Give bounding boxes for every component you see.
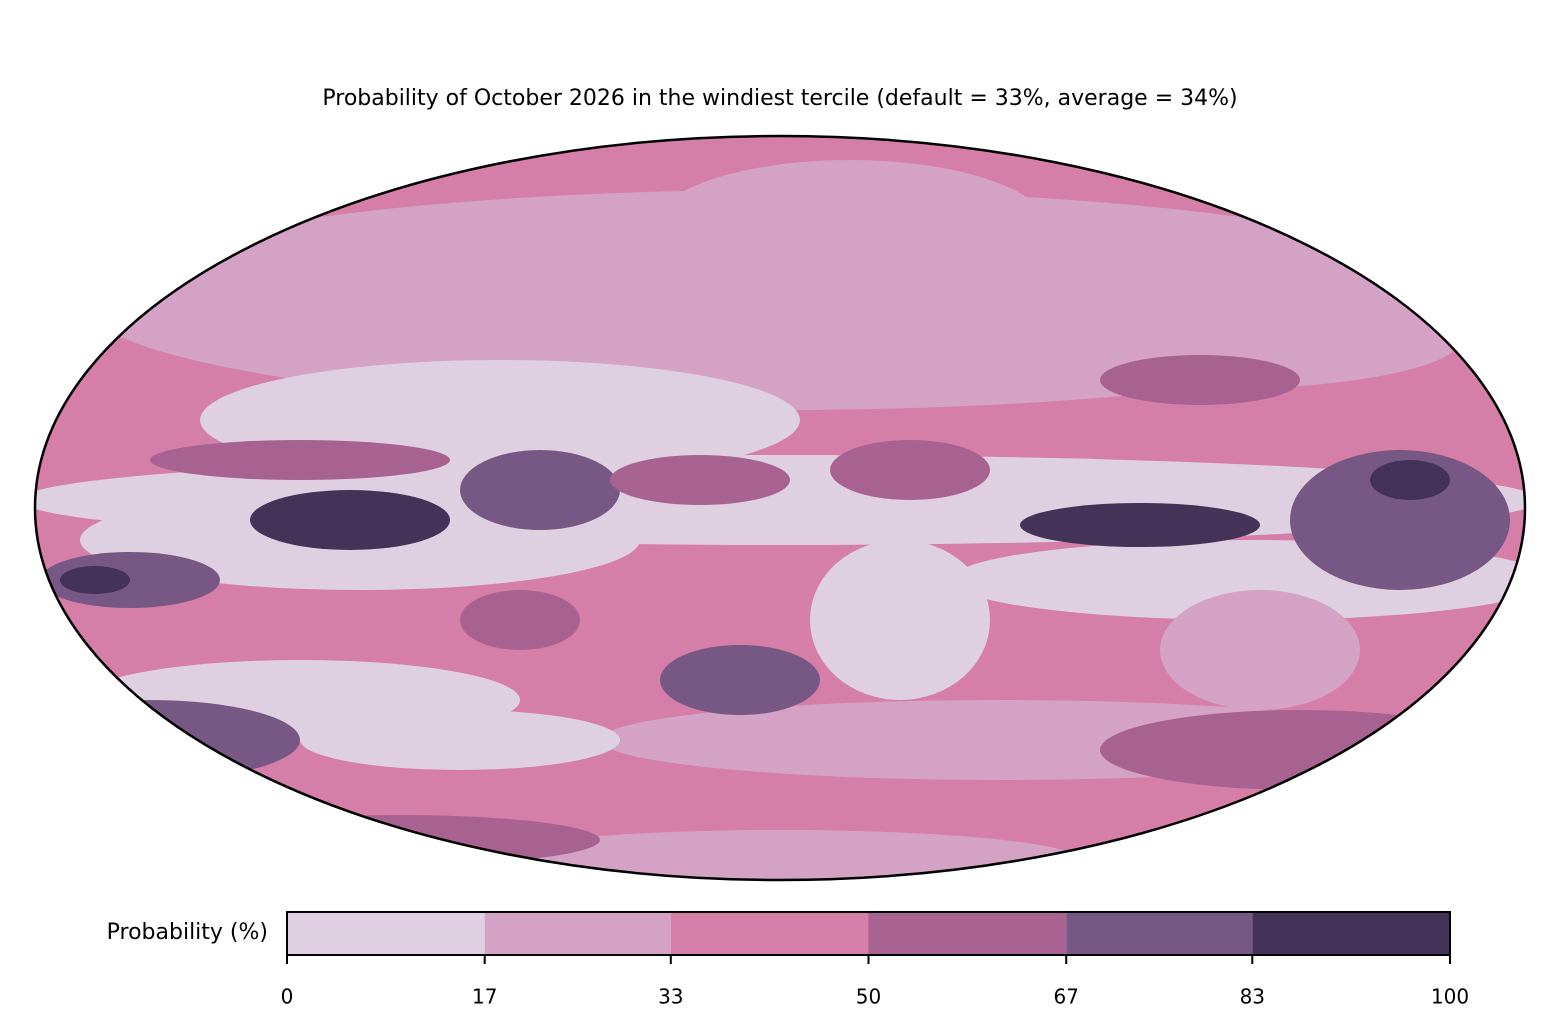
map-region [660, 645, 820, 715]
map-region [650, 160, 1050, 300]
map-region [1100, 355, 1300, 405]
colorbar-segment [287, 912, 485, 955]
map-region [300, 710, 620, 770]
colorbar-tick-label: 50 [856, 985, 881, 1009]
colorbar-label: Probability (%) [107, 920, 268, 945]
map-region [35, 700, 300, 780]
map-region [1290, 450, 1510, 590]
colorbar-segment [670, 912, 869, 955]
colorbar-tick-label: 67 [1053, 985, 1078, 1009]
colorbar-tick-label: 100 [1431, 985, 1469, 1009]
colorbar: 0 17 33 50 67 83 100 [281, 911, 1469, 1009]
colorbar-tick-label: 83 [1240, 985, 1265, 1009]
map-region [1160, 590, 1360, 710]
map-region [60, 566, 130, 594]
map-region [810, 540, 990, 700]
map-region [830, 440, 990, 500]
map-region [200, 815, 600, 865]
map-title: Probability of October 2026 in the windi… [322, 86, 1237, 111]
colorbar-tick-label: 33 [658, 985, 683, 1009]
map-region [1370, 460, 1450, 500]
colorbar-segment [868, 912, 1067, 955]
colorbar-segment [1066, 912, 1253, 955]
map-region [1100, 710, 1500, 790]
map-region [250, 490, 450, 550]
map-field [35, 136, 1525, 880]
map-region [610, 455, 790, 505]
map-region [150, 440, 450, 480]
colorbar-segment [484, 912, 671, 955]
map-region [1020, 503, 1260, 547]
map-region [460, 590, 580, 650]
globe-outline [33, 134, 1527, 882]
colorbar-tick-label: 17 [472, 985, 497, 1009]
map-region [460, 450, 620, 530]
map-region [940, 290, 1460, 390]
colorbar-segment [1252, 912, 1450, 955]
colorbar-tick-label: 0 [281, 985, 294, 1009]
